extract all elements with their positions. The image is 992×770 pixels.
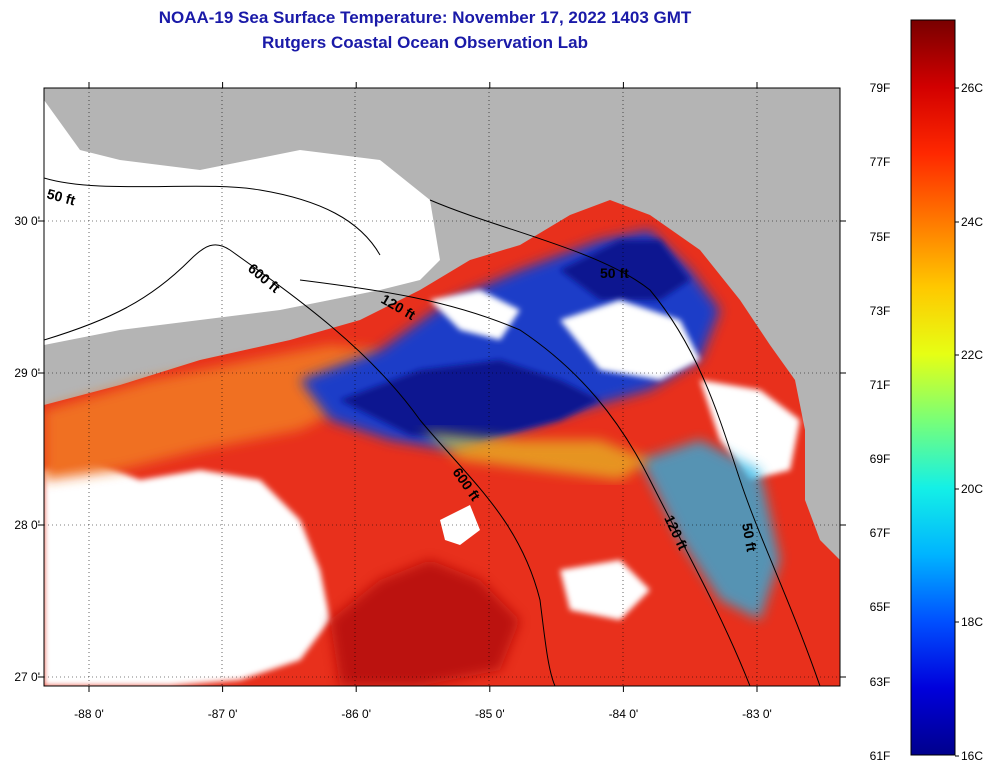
contour-50ft-west [44,177,381,256]
colorbar-c-label: 22C [961,348,983,362]
longitude-tick-label: -87 0' [208,707,238,721]
longitude-tick-label: -86 0' [341,707,371,721]
mild-transition [420,430,650,480]
colorbar-f-label: 63F [870,675,891,689]
colorbar-f-label: 67F [870,526,891,540]
colorbar-c-label: 24C [961,215,983,229]
map-panel [44,88,840,686]
colorbar-c-label: 18C [961,615,983,629]
latitude-tick-label: 28 0' [14,518,40,532]
title-line-2: Rutgers Coastal Ocean Observation Lab [262,33,588,52]
cool-transition [640,440,780,620]
contour-label: 50 ft [739,522,760,553]
latitude-tick-label: 30 0' [14,214,40,228]
cloud-north [44,100,440,345]
cloud-patch-4 [560,560,650,620]
colorbar-c-label: 26C [961,81,983,95]
colorbar-celsius-labels: 26C 24C 22C 20C 18C 16C [955,81,983,763]
cloud-patch-1 [430,290,520,340]
hot-spot [330,560,520,686]
latitude-tick-label: 29 0' [14,366,40,380]
colorbar [910,19,956,756]
colorbar-f-label: 79F [870,81,891,95]
latitude-labels: 30 0' 29 0' 28 0' 27 0' [14,214,846,684]
colorbar-f-label: 73F [870,304,891,318]
colorbar-f-label: 61F [870,749,891,763]
colorbar-fahrenheit-labels: 79F 77F 75F 73F 71F 69F 67F 65F 63F 61F [870,81,891,763]
colorbar-f-label: 71F [870,378,891,392]
warm-band [44,345,380,480]
colorbar-f-label: 65F [870,600,891,614]
colorbar-f-label: 69F [870,452,891,466]
cloud-west [44,460,330,686]
graticule [44,88,840,686]
cold-northeast [560,240,690,300]
colorbar-c-label: 16C [961,749,983,763]
longitude-tick-label: -85 0' [475,707,505,721]
colorbar-f-label: 77F [870,155,891,169]
contour-label: 50 ft [45,185,77,208]
contour-50ft-east [429,199,821,686]
colorbar-c-label: 20C [961,482,983,496]
contour-120ft [299,279,751,686]
contour-label: 50 ft [600,265,629,281]
cold-core [340,360,600,440]
longitude-labels: -88 0' -87 0' -86 0' -85 0' -84 0' -83 0' [74,82,772,721]
title-line-1: NOAA-19 Sea Surface Temperature: Novembe… [158,8,692,27]
colorbar-f-label: 75F [870,230,891,244]
longitude-tick-label: -88 0' [74,707,104,721]
latitude-tick-label: 27 0' [14,670,40,684]
contour-600ft [44,244,556,686]
cloud-patch-3 [700,380,800,480]
longitude-tick-label: -84 0' [609,707,639,721]
map-frame [43,87,841,687]
cloud-patch-2 [560,300,700,380]
longitude-tick-label: -83 0' [742,707,772,721]
